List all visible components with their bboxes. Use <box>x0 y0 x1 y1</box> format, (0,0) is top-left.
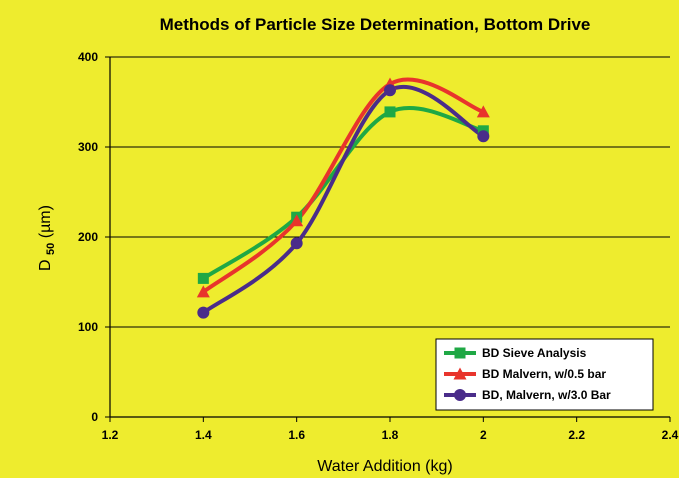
y-tick-label: 300 <box>78 140 98 154</box>
y-tick-label: 200 <box>78 230 98 244</box>
data-point-series-3 <box>290 237 303 250</box>
y-tick-label: 100 <box>78 320 98 334</box>
series-line-3 <box>201 84 486 315</box>
series-line-2 <box>201 77 486 294</box>
y-tick-label: 400 <box>78 50 98 64</box>
x-tick-label: 2.2 <box>568 428 585 442</box>
legend: BD Sieve Analysis BD Malvern, w/0.5 bar BD… <box>435 338 654 411</box>
data-point-series-2 <box>196 285 210 298</box>
y-axis-label: D 50 (µm) <box>37 205 58 271</box>
data-point-series-1 <box>384 106 396 118</box>
x-tick-label: 1.2 <box>102 428 119 442</box>
data-point-series-3 <box>477 130 490 143</box>
data-point-series-3 <box>197 306 210 319</box>
x-tick-label: 1.8 <box>382 428 399 442</box>
grid-lines <box>110 56 670 328</box>
legend-marker-1 <box>454 347 466 359</box>
legend-marker-2 <box>453 367 467 380</box>
series-line-1 <box>201 106 486 281</box>
series-lines <box>201 77 486 315</box>
data-point-series-1 <box>197 272 209 284</box>
data-point-series-2 <box>476 105 490 118</box>
data-point-series-2 <box>290 214 304 227</box>
tick-labels: 0 100 200 300 400 1.2 1.4 1.6 1.8 2 2.2 2.4 <box>78 50 679 442</box>
legend-label-3: BD, Malvern, w/3.0 Bar <box>482 388 611 402</box>
series-markers <box>196 77 490 319</box>
legend-label-1: BD Sieve Analysis <box>482 346 587 360</box>
y-tick-label: 0 <box>91 410 98 424</box>
x-tick-label: 2.4 <box>662 428 679 442</box>
legend-label-2: BD Malvern, w/0.5 bar <box>482 367 606 381</box>
x-tick-label: 1.4 <box>195 428 212 442</box>
legend-marker-3 <box>454 389 466 401</box>
data-point-series-3 <box>384 84 396 97</box>
axes <box>105 56 671 422</box>
chart-title: Methods of Particle Size Determination, … <box>160 15 591 34</box>
x-axis-label: Water Addition (kg) <box>317 458 452 475</box>
y-axis-label-subscript: 50 <box>45 243 57 255</box>
x-tick-label: 2 <box>480 428 487 442</box>
y-axis-label-unit: (µm) <box>37 205 54 238</box>
y-axis-label-main: D <box>37 259 54 271</box>
x-tick-label: 1.6 <box>288 428 305 442</box>
